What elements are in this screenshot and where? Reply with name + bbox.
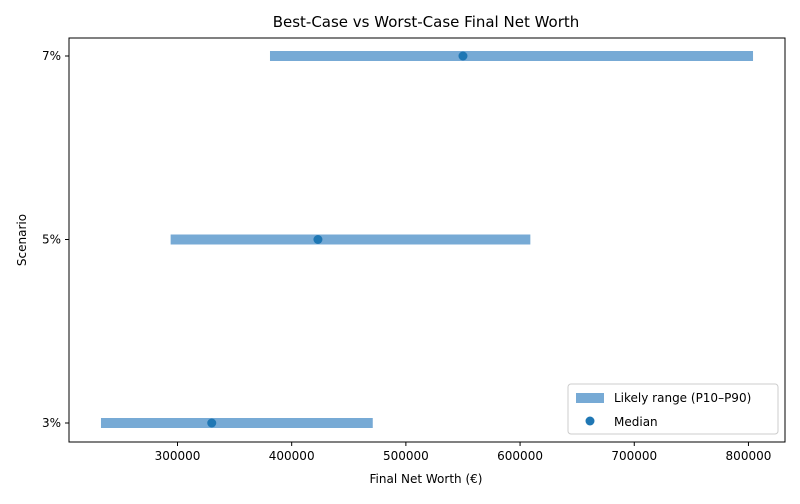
x-tick-label: 600000 bbox=[497, 449, 543, 463]
range-bar-5pct bbox=[170, 234, 531, 245]
legend-range-label: Likely range (P10–P90) bbox=[614, 391, 751, 405]
legend-range-swatch bbox=[576, 393, 604, 403]
plot-area bbox=[100, 51, 754, 428]
legend: Likely range (P10–P90) Median bbox=[567, 383, 779, 435]
legend-box bbox=[567, 383, 779, 435]
legend-median-label: Median bbox=[614, 415, 658, 429]
x-tick-label: 500000 bbox=[383, 449, 429, 463]
y-tick-label: 7% bbox=[42, 49, 61, 63]
y-axis-ticks: 3% 5% 7% bbox=[42, 49, 69, 430]
y-tick-label: 5% bbox=[42, 233, 61, 247]
median-point-3pct bbox=[207, 418, 217, 428]
x-tick-label: 700000 bbox=[611, 449, 657, 463]
x-tick-label: 300000 bbox=[155, 449, 201, 463]
range-bars bbox=[100, 51, 754, 428]
y-tick-label: 3% bbox=[42, 416, 61, 430]
chart-title: Best-Case vs Worst-Case Final Net Worth bbox=[273, 13, 580, 31]
median-point-5pct bbox=[313, 235, 323, 244]
x-tick-label: 400000 bbox=[269, 449, 315, 463]
y-axis-label: Scenario bbox=[15, 214, 29, 266]
x-tick-label: 800000 bbox=[726, 449, 772, 463]
range-bar-7pct bbox=[269, 51, 754, 61]
x-axis-ticks: 300000 400000 500000 600000 700000 800000 bbox=[155, 442, 772, 463]
range-bar-3pct bbox=[100, 418, 373, 428]
legend-median-swatch bbox=[585, 416, 595, 426]
x-axis-label: Final Net Worth (€) bbox=[370, 472, 483, 486]
median-point-7pct bbox=[458, 51, 468, 61]
median-points bbox=[207, 51, 468, 428]
